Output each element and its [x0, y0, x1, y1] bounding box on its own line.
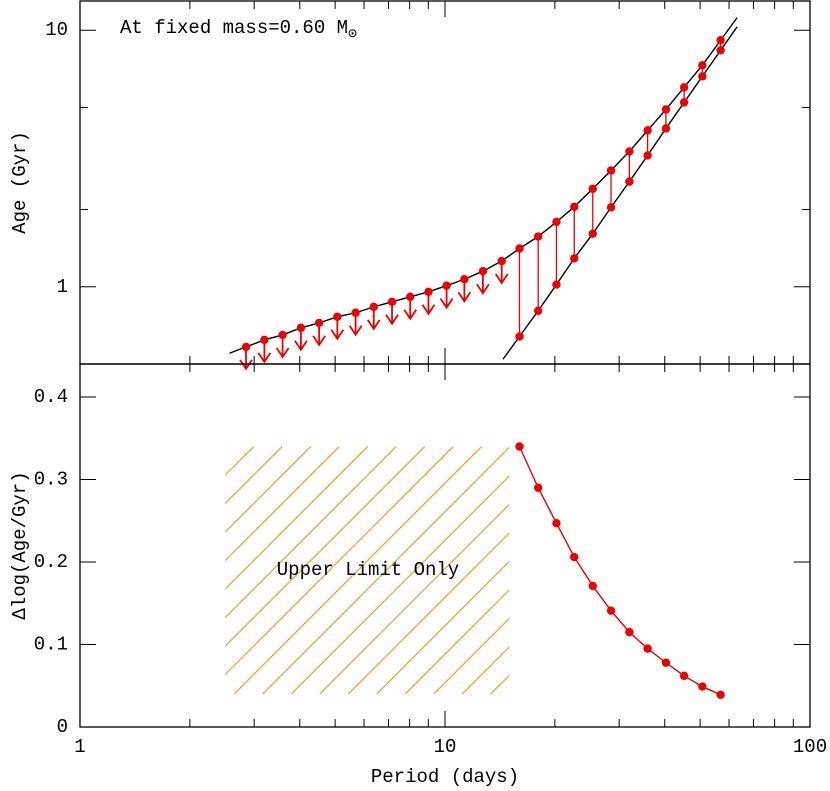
point: [278, 330, 287, 340]
point: [661, 124, 671, 133]
fit-line: [518, 49, 722, 337]
annotation: At fixed mass=0.60 M⊙: [120, 17, 357, 43]
point: [478, 267, 488, 276]
point: [260, 335, 269, 345]
point: [333, 312, 342, 321]
point: [606, 166, 616, 175]
y-tick-label: 0.3: [34, 469, 68, 491]
point: [679, 98, 689, 107]
fit-line: [245, 39, 722, 348]
point: [606, 203, 616, 212]
hatch-line: [319, 503, 510, 694]
point: [241, 342, 251, 352]
point: [296, 323, 306, 332]
hatch-line: [262, 446, 510, 694]
hatch-line: [404, 589, 510, 694]
x-tick-label: 100: [793, 736, 827, 758]
hatch-region: [225, 446, 767, 695]
y-tick-label: 0.4: [34, 386, 68, 408]
point: [351, 308, 360, 317]
point: [643, 151, 652, 160]
hatch-line: [225, 446, 454, 676]
hatch-line: [376, 560, 510, 694]
point: [552, 519, 561, 528]
point: [314, 318, 324, 328]
point: [533, 232, 543, 241]
point: [515, 442, 524, 451]
point: [442, 281, 451, 290]
point: [698, 61, 707, 70]
point: [588, 184, 597, 193]
point: [643, 644, 652, 653]
hatch-line: [225, 446, 340, 562]
y-axis-label: Δlog(Age/Gyr): [9, 471, 31, 619]
point: [716, 36, 725, 45]
point: [552, 280, 561, 289]
point: [570, 254, 579, 263]
point: [716, 690, 725, 700]
point: [424, 287, 433, 296]
point: [679, 83, 689, 92]
x-axis-label: Period (days): [371, 766, 519, 788]
hatch-line: [433, 617, 510, 694]
point: [661, 658, 671, 667]
point: [606, 606, 616, 615]
point: [625, 627, 634, 637]
fit-extension: [720, 26, 738, 51]
hatch-line: [225, 446, 312, 533]
point: [679, 671, 689, 681]
point: [515, 244, 524, 253]
y-tick-label: 10: [45, 19, 68, 41]
point: [570, 552, 579, 562]
point: [698, 72, 707, 81]
y-tick-label: 1: [57, 276, 68, 298]
point: [661, 105, 671, 114]
region-label: Upper Limit Only: [277, 559, 459, 581]
point: [387, 297, 397, 306]
data-line: [518, 446, 721, 696]
plot-frame: [79, 0, 811, 365]
y-tick-label: 0.1: [34, 634, 68, 656]
fit-extension: [502, 336, 521, 360]
point: [460, 275, 469, 284]
plot-frame: [79, 363, 811, 728]
point: [515, 332, 524, 341]
y-axis-label: Age (Gyr): [9, 131, 31, 234]
y-tick-label: 0: [57, 716, 68, 738]
y-tick-label: 0.2: [34, 551, 68, 573]
hatch-line: [225, 446, 369, 590]
hatch-line: [490, 674, 510, 694]
point: [406, 292, 415, 301]
hatch-line: [461, 646, 510, 694]
point: [533, 306, 543, 316]
fit-extension: [720, 17, 738, 41]
hatch-line: [225, 446, 283, 505]
x-tick-label: 10: [434, 736, 457, 758]
point: [643, 126, 652, 135]
point: [716, 46, 725, 55]
point: [588, 581, 597, 591]
point: [625, 147, 634, 156]
hatch-line: [225, 446, 426, 647]
point: [625, 177, 634, 186]
annotation-subscript: ⊙: [348, 26, 357, 43]
point: [497, 256, 506, 266]
hatch-line: [225, 446, 397, 619]
point: [552, 217, 561, 227]
hatch-line: [519, 447, 767, 695]
point: [369, 302, 378, 312]
hatch-line: [347, 532, 510, 694]
point: [570, 202, 579, 211]
point: [698, 682, 707, 691]
hatch-line: [290, 475, 510, 694]
annotation-text: At fixed mass=0.60 M: [120, 17, 348, 39]
x-tick-label: 1: [74, 736, 85, 758]
point: [588, 229, 597, 238]
hatch-line: [233, 446, 483, 694]
point: [533, 483, 543, 492]
